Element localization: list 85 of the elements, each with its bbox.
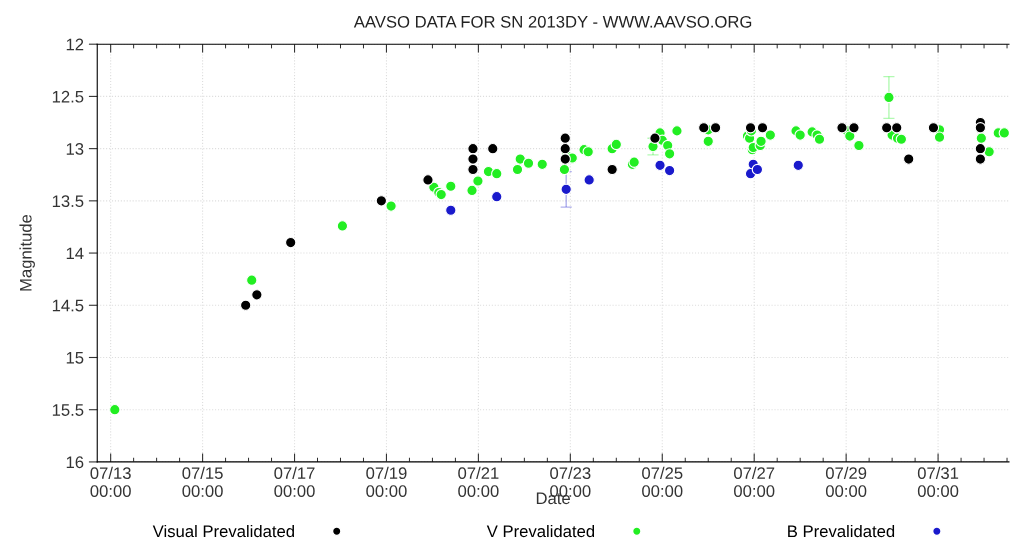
point [559,153,571,165]
point [792,159,804,172]
x-tick-label: 07/29 00:00 [825,466,867,497]
point [251,289,263,301]
point [467,163,479,176]
point [246,274,258,286]
x-tick-label: 07/19 00:00 [366,466,407,497]
point [560,183,572,196]
point [445,204,457,216]
x-tick-label: 07/25 00:00 [642,466,683,497]
point [239,299,252,311]
point [927,122,940,134]
y-tick-label: 12 [66,38,84,51]
point [336,220,349,232]
y-tick-label: 13 [66,143,84,155]
point [891,122,903,134]
point [698,122,710,134]
point [467,153,479,165]
point [487,142,499,155]
legend-label: Visual Prevalidated [152,524,294,538]
point [756,122,769,134]
point [983,146,995,158]
y-tick-label: 12.5 [52,90,84,103]
y-tick-label: 14.5 [52,299,84,312]
point [385,200,397,212]
y-tick-label: 15.5 [52,404,84,416]
point [883,91,895,104]
point [284,236,297,249]
point [606,163,618,176]
point [813,133,826,145]
point [836,122,848,134]
point [654,159,666,172]
x-tick-label: 07/27 00:00 [734,466,775,497]
point [559,132,571,144]
point [511,163,524,176]
point [559,142,571,155]
point [895,133,908,145]
y-tick-label: 14 [66,247,84,260]
point [848,122,860,134]
point [751,163,764,176]
point [558,163,571,176]
y-tick-label: 16 [66,456,84,469]
point [422,174,434,186]
y-tick-label: 15 [66,352,84,364]
point [974,122,987,134]
point [610,138,623,151]
point [975,132,988,144]
point [491,167,503,180]
point [466,184,478,197]
point [583,174,595,186]
point [794,129,806,141]
point [853,139,865,152]
point [844,130,856,142]
point [709,122,722,134]
point [903,153,915,165]
point [933,131,946,143]
point [998,127,1009,139]
legend-label: V Prevalidated [486,524,595,538]
x-tick-label: 07/31 00:00 [917,466,959,497]
point [880,122,893,134]
point [663,148,676,160]
point [109,404,121,416]
legend-label: B Prevalidated [788,524,895,538]
point [764,129,777,141]
chart-title: AAVSO DATA FOR SN 2013DY - WWW.AAVSO.ORG [353,15,752,28]
point [522,157,535,169]
point [491,190,503,203]
point [582,146,594,158]
point [974,142,987,155]
point [375,195,388,207]
x-tick-label: 07/13 00:00 [90,466,131,497]
point [702,135,714,148]
point [974,153,987,165]
point [671,125,683,137]
point [649,132,661,144]
point [755,135,767,148]
y-axis-title: Magnitude [19,214,35,291]
point [445,180,457,192]
x-tick-label: 07/17 00:00 [274,466,315,497]
x-tick-label: 07/21 00:00 [458,466,499,497]
point [536,158,548,170]
y-tick-label: 13.5 [52,195,84,208]
point [472,175,484,187]
point [467,142,479,155]
x-tick-label: 07/15 00:00 [182,466,223,497]
